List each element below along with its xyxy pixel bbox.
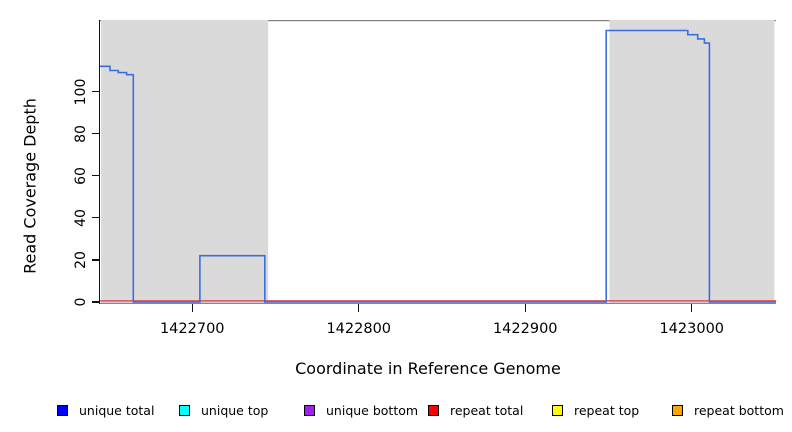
- legend-swatch-unique-total: [57, 405, 68, 416]
- x-axis-tick-label: 1423000: [659, 321, 725, 337]
- y-axis-tick-label: 0: [73, 297, 89, 307]
- legend-swatch-repeat-top: [552, 405, 563, 416]
- y-axis-tick-label: 100: [73, 78, 89, 105]
- unique-total-line: [100, 29, 776, 303]
- x-axis-tick: [191, 304, 193, 312]
- y-axis-tick-label: 80: [73, 124, 89, 143]
- y-axis-tick: [91, 132, 99, 135]
- y-axis-tick: [91, 301, 99, 303]
- x-axis-tick: [691, 304, 693, 312]
- legend-item-unique-bottom: unique bottom: [304, 403, 418, 418]
- y-axis-tick: [91, 90, 99, 93]
- plot-area: [99, 20, 776, 304]
- legend-label: unique total: [79, 403, 155, 418]
- x-axis-tick-label: 1422700: [159, 321, 225, 337]
- legend-item-repeat-bottom: repeat bottom: [672, 403, 784, 418]
- legend-swatch-repeat-bottom: [672, 405, 683, 416]
- x-axis-tick-label: 1422800: [326, 321, 392, 337]
- legend-label: unique top: [201, 403, 269, 418]
- x-axis-tick: [358, 304, 360, 312]
- y-axis-tick-label: 40: [73, 208, 89, 227]
- shaded-repeat-region: [609, 20, 775, 304]
- legend-item-repeat-top: repeat top: [552, 403, 639, 418]
- legend-item-unique-total: unique total: [57, 403, 154, 418]
- shaded-repeat-region: [101, 20, 269, 304]
- y-axis-title: Read Coverage Depth: [20, 98, 40, 274]
- y-axis-tick: [91, 259, 99, 261]
- y-axis-tick-label: 60: [73, 166, 89, 185]
- legend-item-unique-top: unique top: [179, 403, 268, 418]
- y-axis-tick: [91, 217, 99, 219]
- x-axis-tick-label: 1422900: [492, 321, 558, 337]
- legend-swatch-unique-bottom: [304, 405, 315, 416]
- plot-canvas: [100, 20, 776, 304]
- legend-label: repeat total: [450, 403, 524, 418]
- legend-label: unique bottom: [326, 403, 419, 418]
- y-axis-tick-label: 20: [73, 250, 89, 269]
- x-axis-title: Coordinate in Reference Genome: [295, 359, 561, 378]
- legend-swatch-unique-top: [179, 405, 190, 416]
- legend-label: repeat top: [574, 403, 640, 418]
- legend-label: repeat bottom: [694, 403, 784, 418]
- y-axis-tick: [91, 175, 99, 177]
- legend-item-repeat-total: repeat total: [428, 403, 523, 418]
- legend-swatch-repeat-total: [428, 405, 439, 416]
- x-axis-tick: [524, 304, 526, 312]
